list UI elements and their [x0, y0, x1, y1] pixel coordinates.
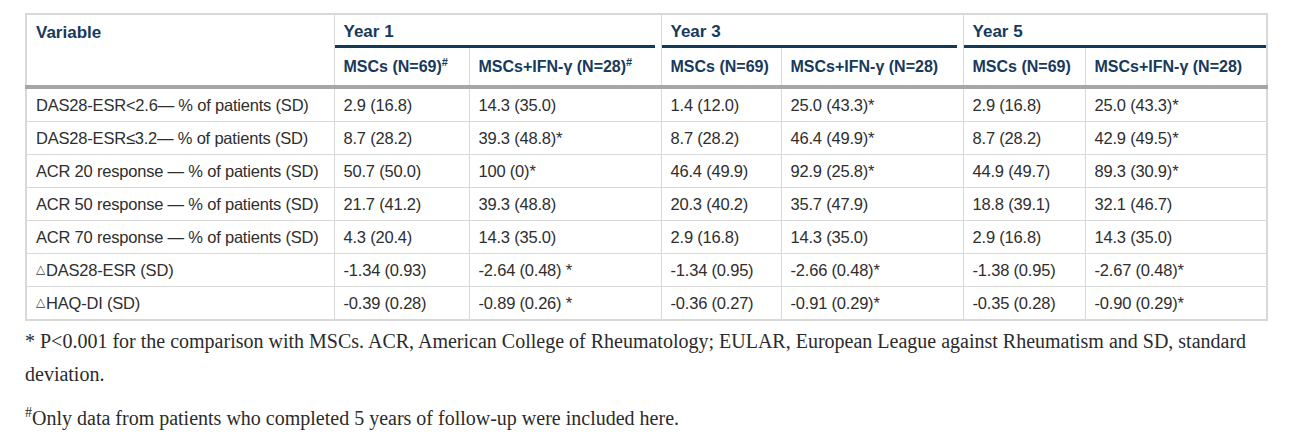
row-label: ACR 20 response — % of patients (SD) — [26, 155, 334, 188]
row-label-text: DAS28-ESR (SD) — [46, 261, 173, 279]
row-label: DAS28-ESR<2.6— % of patients (SD) — [26, 87, 334, 122]
hash-footnote-marker: # — [442, 56, 448, 68]
cell-value: 92.9 (25.8)* — [781, 155, 963, 188]
cell-value: -2.66 (0.48)* — [781, 254, 963, 287]
variable-column-header: Variable — [26, 14, 334, 87]
results-table: Variable Year 1 Year 3 Year 5 MSCs (N=69… — [25, 13, 1268, 321]
cell-value: 46.4 (49.9) — [661, 155, 781, 188]
page: Variable Year 1 Year 3 Year 5 MSCs (N=69… — [0, 0, 1290, 440]
row-label-text: HAQ-DI (SD) — [46, 294, 140, 312]
table-row-acr70: ACR 70 response — % of patients (SD) 4.3… — [26, 221, 1267, 254]
footnote-hash: #Only data from patients who completed 5… — [25, 396, 1273, 435]
cell-value: -1.38 (0.95) — [963, 254, 1085, 287]
row-label: △DAS28-ESR (SD) — [26, 254, 334, 287]
cell-value: -1.34 (0.93) — [334, 254, 469, 287]
table-row-acr20: ACR 20 response — % of patients (SD) 50.… — [26, 155, 1267, 188]
cell-value: -0.35 (0.28) — [963, 287, 1085, 321]
cell-value: 4.3 (20.4) — [334, 221, 469, 254]
row-label-text: DAS28-ESR<2.6— % of patients (SD) — [36, 96, 309, 114]
cell-value: 8.7 (28.2) — [661, 122, 781, 155]
column-header-text: MSCs+IFN-γ (N=28) — [791, 59, 939, 76]
column-header-y3-mscs-ifn: MSCs+IFN-γ (N=28) — [781, 48, 963, 87]
cell-value: 8.7 (28.2) — [963, 122, 1085, 155]
delta-icon: △ — [36, 262, 45, 276]
year-header-row: Variable Year 1 Year 3 Year 5 — [26, 14, 1267, 48]
cell-value: -2.67 (0.48)* — [1085, 254, 1267, 287]
cell-value: 44.9 (49.7) — [963, 155, 1085, 188]
table-row-delta-das28: △DAS28-ESR (SD) -1.34 (0.93) -2.64 (0.48… — [26, 254, 1267, 287]
cell-value: 1.4 (12.0) — [661, 87, 781, 122]
row-label: ACR 70 response — % of patients (SD) — [26, 221, 334, 254]
cell-value: 2.9 (16.8) — [661, 221, 781, 254]
hash-footnote-marker: # — [626, 56, 632, 68]
column-header-text: MSCs (N=69) — [671, 59, 769, 76]
table-row-das28-lt-2.6: DAS28-ESR<2.6— % of patients (SD) 2.9 (1… — [26, 87, 1267, 122]
cell-value: 42.9 (49.5)* — [1085, 122, 1267, 155]
cell-value: 8.7 (28.2) — [334, 122, 469, 155]
column-header-y5-mscs-ifn: MSCs+IFN-γ (N=28) — [1085, 48, 1267, 87]
cell-value: -0.89 (0.26) * — [469, 287, 661, 321]
delta-icon: △ — [36, 295, 45, 309]
year-group-header-year5: Year 5 — [963, 14, 1267, 48]
cell-value: -2.64 (0.48) * — [469, 254, 661, 287]
cell-value: -0.39 (0.28) — [334, 287, 469, 321]
column-header-text: MSCs (N=69) — [344, 59, 442, 76]
column-header-text: MSCs (N=69) — [973, 59, 1071, 76]
column-header-y5-mscs: MSCs (N=69) — [963, 48, 1085, 87]
column-header-y1-mscs-ifn: MSCs+IFN-γ (N=28)# — [469, 48, 661, 87]
year-group-header-year3: Year 3 — [661, 14, 963, 48]
cell-value: 50.7 (50.0) — [334, 155, 469, 188]
column-header-y3-mscs: MSCs (N=69) — [661, 48, 781, 87]
table-row-das28-le-3.2: DAS28-ESR≤3.2— % of patients (SD) 8.7 (2… — [26, 122, 1267, 155]
cell-value: 39.3 (48.8)* — [469, 122, 661, 155]
cell-value: 20.3 (40.2) — [661, 188, 781, 221]
cell-value: 39.3 (48.8) — [469, 188, 661, 221]
year-group-header-year1: Year 1 — [334, 14, 661, 48]
cell-value: -0.90 (0.29)* — [1085, 287, 1267, 321]
cell-value: -0.91 (0.29)* — [781, 287, 963, 321]
cell-value: 89.3 (30.9)* — [1085, 155, 1267, 188]
cell-value: 32.1 (46.7) — [1085, 188, 1267, 221]
column-header-text: MSCs+IFN-γ (N=28) — [1095, 59, 1243, 76]
footnotes: * P<0.001 for the comparison with MSCs. … — [25, 325, 1273, 435]
row-label: DAS28-ESR≤3.2— % of patients (SD) — [26, 122, 334, 155]
cell-value: 14.3 (35.0) — [469, 221, 661, 254]
cell-value: 25.0 (43.3)* — [1085, 87, 1267, 122]
cell-value: 21.7 (41.2) — [334, 188, 469, 221]
cell-value: 14.3 (35.0) — [1085, 221, 1267, 254]
row-label: △HAQ-DI (SD) — [26, 287, 334, 321]
cell-value: 46.4 (49.9)* — [781, 122, 963, 155]
row-label-text: ACR 20 response — % of patients (SD) — [36, 162, 319, 180]
table-row-acr50: ACR 50 response — % of patients (SD) 21.… — [26, 188, 1267, 221]
cell-value: 2.9 (16.8) — [963, 221, 1085, 254]
cell-value: 35.7 (47.9) — [781, 188, 963, 221]
row-label-text: DAS28-ESR≤3.2— % of patients (SD) — [36, 129, 308, 147]
cell-value: 2.9 (16.8) — [963, 87, 1085, 122]
cell-value: -0.36 (0.27) — [661, 287, 781, 321]
cell-value: 25.0 (43.3)* — [781, 87, 963, 122]
cell-value: 14.3 (35.0) — [781, 221, 963, 254]
row-label: ACR 50 response — % of patients (SD) — [26, 188, 334, 221]
table-row-delta-haq-di: △HAQ-DI (SD) -0.39 (0.28) -0.89 (0.26) *… — [26, 287, 1267, 321]
row-label-text: ACR 50 response — % of patients (SD) — [36, 195, 319, 213]
footnote-hash-text: Only data from patients who completed 5 … — [32, 407, 679, 429]
hash-footnote-marker: # — [25, 405, 32, 420]
cell-value: -1.34 (0.95) — [661, 254, 781, 287]
cell-value: 14.3 (35.0) — [469, 87, 661, 122]
cell-value: 18.8 (39.1) — [963, 188, 1085, 221]
footnote-asterisk: * P<0.001 for the comparison with MSCs. … — [25, 325, 1273, 391]
cell-value: 100 (0)* — [469, 155, 661, 188]
column-header-text: MSCs+IFN-γ (N=28) — [479, 59, 627, 76]
column-header-y1-mscs: MSCs (N=69)# — [334, 48, 469, 87]
cell-value: 2.9 (16.8) — [334, 87, 469, 122]
row-label-text: ACR 70 response — % of patients (SD) — [36, 228, 319, 246]
